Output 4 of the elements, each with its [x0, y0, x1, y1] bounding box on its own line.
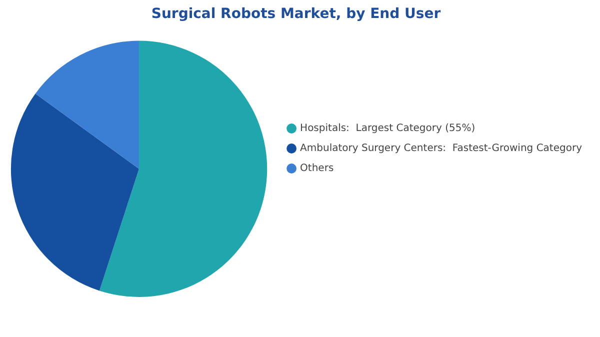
legend-label: Hospitals: Largest Category (55%) [300, 123, 476, 134]
legend-label: Others [300, 163, 334, 174]
chart-title: Surgical Robots Market, by End User [151, 6, 441, 22]
legend-label: Ambulatory Surgery Centers: Fastest-Growing Category [300, 143, 582, 154]
